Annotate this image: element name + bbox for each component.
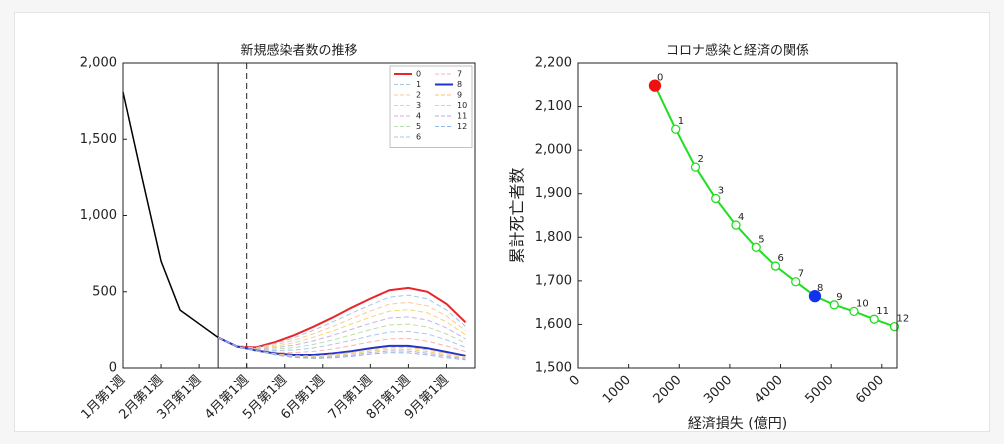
series-line	[217, 316, 466, 350]
x-axis-label: 経済損失 (億円)	[688, 416, 787, 432]
point-label: 6	[777, 253, 783, 264]
legend-label: 1	[416, 80, 421, 89]
series-line	[654, 85, 895, 328]
y-tick-label: 1,600	[535, 317, 572, 332]
plot-frame	[577, 62, 898, 369]
point-label: 9	[836, 292, 842, 303]
legend-label: 11	[457, 112, 467, 121]
chart-title: 新規感染者数の推移	[240, 43, 357, 59]
x-tick-label: 2000	[651, 373, 685, 407]
point-label: 12	[896, 314, 909, 325]
data-point	[889, 321, 900, 332]
series-line	[217, 294, 466, 349]
plot-frame	[122, 62, 476, 369]
legend-label: 0	[416, 70, 421, 79]
point-label: 2	[697, 154, 703, 165]
y-tick-label: 2,100	[535, 99, 572, 114]
series-line	[217, 337, 466, 361]
legend-label: 8	[457, 80, 462, 89]
y-tick-label: 2,000	[80, 56, 117, 71]
legend-label: 7	[457, 70, 462, 79]
data-point	[671, 124, 681, 134]
legend-label: 5	[416, 122, 421, 131]
y-tick-label: 2,200	[535, 56, 572, 71]
point-label: 11	[876, 306, 889, 317]
series-line	[217, 323, 466, 350]
legend-label: 4	[416, 112, 421, 121]
y-tick-label: 1,500	[80, 132, 117, 147]
y-axis-label: 累計死亡者数	[508, 167, 527, 263]
series-line	[217, 309, 466, 350]
point-label: 4	[738, 212, 744, 223]
point-label: 1	[678, 116, 684, 127]
y-tick-label: 1,700	[535, 273, 572, 288]
x-tick-label: 4000	[752, 373, 786, 407]
y-tick-label: 1,000	[80, 208, 117, 223]
legend-label: 6	[416, 133, 421, 142]
data-point	[770, 261, 781, 271]
data-point	[690, 162, 701, 172]
data-point	[648, 79, 662, 92]
y-tick-label: 1,500	[535, 361, 572, 376]
x-tick-label: 6000	[853, 373, 887, 407]
legend-label: 9	[457, 91, 462, 100]
legend-label: 2	[416, 91, 421, 100]
data-point	[829, 300, 839, 310]
data-point	[711, 193, 721, 204]
data-point	[751, 242, 761, 252]
x-tick-label: 5000	[802, 373, 836, 407]
point-label: 3	[718, 186, 724, 197]
point-label: 8	[817, 283, 823, 294]
x-tick-label: 3000	[701, 373, 735, 407]
y-tick-label: 0	[109, 361, 117, 376]
data-point	[731, 220, 741, 230]
y-tick-label: 1,900	[535, 186, 572, 201]
legend-label: 12	[457, 122, 467, 131]
data-point	[869, 314, 879, 324]
panel	[14, 12, 990, 432]
y-tick-label: 2,000	[535, 143, 572, 158]
y-tick-label: 1,800	[535, 230, 572, 245]
legend-label: 10	[457, 101, 467, 110]
series-line	[122, 91, 219, 339]
data-point	[791, 277, 801, 287]
point-label: 7	[798, 269, 804, 280]
y-tick-label: 500	[92, 284, 117, 299]
chart-title: コロナ感染と経済の関係	[666, 43, 809, 59]
data-point	[849, 306, 859, 317]
x-tick-label: 1000	[600, 373, 634, 407]
point-label: 0	[657, 73, 663, 84]
legend-box	[389, 65, 473, 148]
series-line	[217, 301, 466, 349]
point-label: 10	[856, 298, 869, 309]
data-point	[808, 289, 822, 303]
point-label: 5	[758, 234, 764, 245]
x-tick-label: 0	[567, 373, 583, 389]
legend-label: 3	[416, 101, 421, 110]
